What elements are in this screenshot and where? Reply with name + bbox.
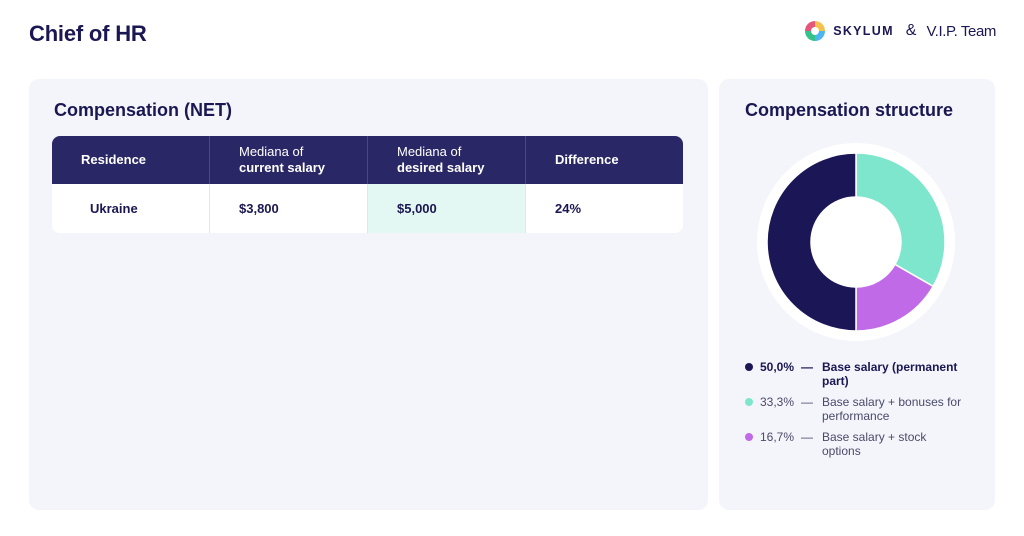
- compensation-table: Residence Mediana of current salary Medi…: [52, 136, 683, 233]
- legend-label: Base salary + stock options: [822, 430, 927, 458]
- cell-desired-salary: $5,000: [368, 184, 526, 233]
- compensation-title: Compensation (NET): [54, 100, 232, 120]
- legend-dot: [745, 433, 753, 441]
- legend-dash: —: [801, 430, 813, 444]
- header-current-line2: current salary: [239, 160, 325, 175]
- cell-current-salary: $3,800: [210, 184, 368, 233]
- legend-value: 33,3%: [760, 395, 795, 409]
- table-row: Ukraine $3,800 $5,000 24%: [52, 184, 683, 233]
- donut-chart-svg: [757, 143, 955, 341]
- header-desired-line1: Mediana of: [397, 144, 462, 159]
- structure-panel: Compensation structure 50,0% — Base salary…: [719, 79, 995, 510]
- legend-dash: —: [801, 395, 813, 409]
- header-residence: Residence: [52, 136, 210, 184]
- legend-label: Base salary (permanent part): [822, 360, 958, 388]
- donut-slice-2: [766, 152, 857, 332]
- header-difference-label: Difference: [555, 152, 619, 167]
- legend-item: 33,3% — Base salary + bonuses for performa…: [745, 395, 985, 423]
- legend-value: 50,0%: [760, 360, 795, 374]
- page-title: Chief of HR: [29, 21, 147, 46]
- cell-residence: Ukraine: [52, 184, 210, 233]
- skylum-brand: SKYLUM: [833, 24, 894, 38]
- ampersand: &: [905, 22, 917, 39]
- compensation-panel: Compensation (NET) Residence Mediana of …: [29, 79, 708, 510]
- legend-item: 50,0% — Base salary (permanent part): [745, 360, 985, 388]
- header-current-salary: Mediana of current salary: [210, 136, 368, 184]
- legend-dot: [745, 398, 753, 406]
- donut-chart: [755, 141, 957, 343]
- header-residence-label: Residence: [81, 152, 147, 167]
- header-difference: Difference: [526, 136, 683, 184]
- legend-item: 16,7% — Base salary + stock options: [745, 430, 985, 458]
- chart-legend: 50,0% — Base salary (permanent part) 33,3% —…: [745, 360, 985, 465]
- table-header: Residence Mediana of current salary Medi…: [52, 136, 683, 184]
- structure-title: Compensation structure: [745, 100, 954, 120]
- header-desired-salary: Mediana of desired salary: [368, 136, 526, 184]
- legend-dot: [745, 363, 753, 371]
- header-current-line1: Mediana of: [239, 144, 304, 159]
- donut-slice-0: [855, 152, 946, 288]
- header-desired-line2: desired salary: [397, 160, 485, 175]
- cell-difference: 24%: [555, 201, 582, 216]
- brand-logos: SKYLUM & V.I.P. Team: [805, 20, 996, 42]
- legend-value: 16,7%: [760, 430, 795, 444]
- legend-dash: —: [801, 360, 813, 374]
- legend-label: Base salary + bonuses for performance: [822, 395, 962, 423]
- skylum-logo-icon: [805, 21, 826, 41]
- vip-team-brand: V.I.P. Team: [926, 22, 996, 40]
